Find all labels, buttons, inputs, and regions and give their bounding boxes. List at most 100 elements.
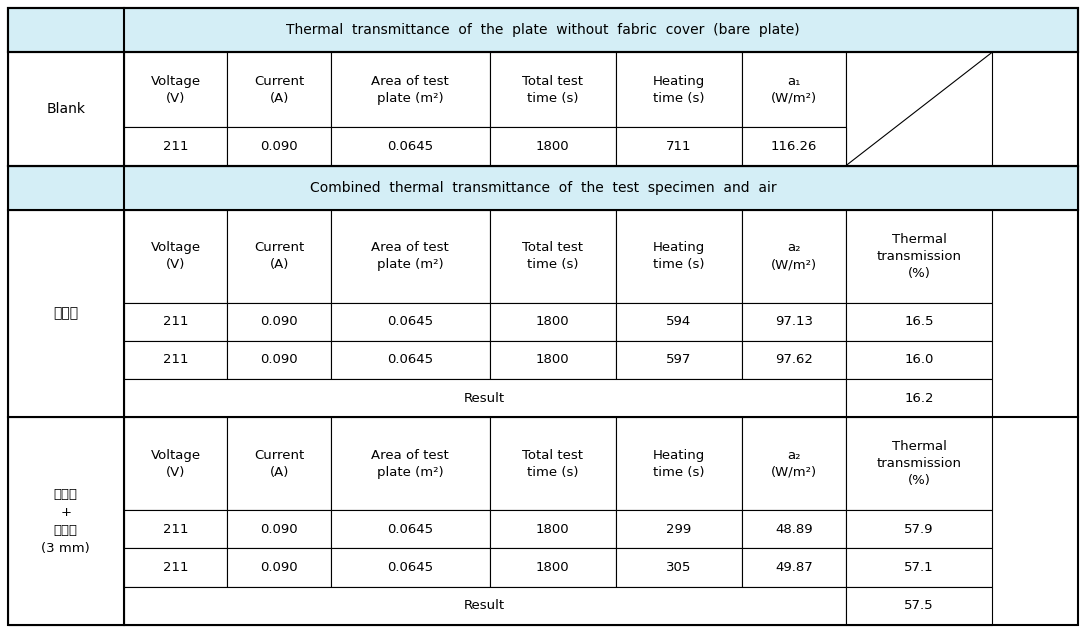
Text: 0.0645: 0.0645 [388, 561, 433, 574]
Text: 711: 711 [666, 140, 692, 153]
Text: 299: 299 [667, 523, 692, 536]
Text: 211: 211 [163, 561, 188, 574]
Text: 57.9: 57.9 [905, 523, 934, 536]
Bar [331, 52, 490, 127]
Text: 0.090: 0.090 [261, 561, 298, 574]
Bar [331, 417, 490, 510]
Bar [846, 303, 993, 341]
Text: 97.13: 97.13 [775, 315, 813, 329]
Text: 594: 594 [667, 315, 692, 329]
Bar [742, 210, 846, 303]
Text: 305: 305 [666, 561, 692, 574]
Bar [124, 548, 227, 587]
Text: Blank: Blank [47, 102, 86, 116]
Bar [124, 303, 227, 341]
Bar [742, 127, 846, 166]
Bar [846, 548, 993, 587]
Text: Voltage
(V): Voltage (V) [150, 75, 201, 105]
Bar [124, 510, 227, 548]
Bar [846, 417, 993, 510]
Text: Result: Result [464, 392, 505, 404]
Text: 57.1: 57.1 [905, 561, 934, 574]
Text: 211: 211 [163, 353, 188, 367]
Text: 바닥재: 바닥재 [53, 306, 78, 320]
Text: 1800: 1800 [535, 523, 569, 536]
Bar [227, 341, 331, 379]
Text: 바닥재
+
보온재
(3 mm): 바닥재 + 보온재 (3 mm) [41, 487, 90, 555]
Bar [742, 510, 846, 548]
Bar [124, 210, 227, 303]
Bar [124, 127, 227, 166]
Text: 0.0645: 0.0645 [388, 353, 433, 367]
Text: 57.5: 57.5 [905, 599, 934, 612]
Text: 211: 211 [163, 523, 188, 536]
Bar [846, 210, 993, 303]
Text: 48.89: 48.89 [775, 523, 812, 536]
Bar [124, 379, 846, 417]
Bar [742, 52, 846, 127]
Text: Total test
time (s): Total test time (s) [522, 241, 583, 271]
Text: Total test
time (s): Total test time (s) [522, 449, 583, 479]
Bar [742, 548, 846, 587]
Bar [616, 548, 742, 587]
Bar [227, 127, 331, 166]
Bar [331, 210, 490, 303]
Bar [846, 52, 993, 166]
Text: 16.2: 16.2 [905, 392, 934, 404]
Bar [846, 510, 993, 548]
Text: Area of test
plate (m²): Area of test plate (m²) [371, 449, 450, 479]
Text: 1800: 1800 [535, 353, 569, 367]
Bar [8, 210, 124, 417]
Bar [742, 341, 846, 379]
Bar [8, 8, 1078, 52]
Bar [846, 379, 993, 417]
Text: 0.090: 0.090 [261, 315, 298, 329]
Bar [742, 417, 846, 510]
Text: Heating
time (s): Heating time (s) [653, 449, 705, 479]
Text: 116.26: 116.26 [771, 140, 817, 153]
Text: Combined  thermal  transmittance  of  the  test  specimen  and  air: Combined thermal transmittance of the te… [310, 181, 776, 195]
Text: Result: Result [464, 599, 505, 612]
Text: Heating
time (s): Heating time (s) [653, 241, 705, 271]
Bar [331, 510, 490, 548]
Bar [8, 166, 1078, 210]
Bar [227, 210, 331, 303]
Bar [227, 548, 331, 587]
Text: Thermal
transmission
(%): Thermal transmission (%) [876, 441, 961, 487]
Bar [331, 127, 490, 166]
Text: 0.090: 0.090 [261, 523, 298, 536]
Text: 0.0645: 0.0645 [388, 523, 433, 536]
Text: 16.5: 16.5 [905, 315, 934, 329]
Text: a₂
(W/m²): a₂ (W/m²) [771, 449, 817, 479]
Text: 211: 211 [163, 140, 188, 153]
Bar [616, 52, 742, 127]
Bar [616, 210, 742, 303]
Bar [124, 341, 227, 379]
Bar [227, 303, 331, 341]
Text: Area of test
plate (m²): Area of test plate (m²) [371, 241, 450, 271]
Bar [227, 52, 331, 127]
Bar [227, 510, 331, 548]
Text: 1800: 1800 [535, 315, 569, 329]
Text: Heating
time (s): Heating time (s) [653, 75, 705, 105]
Bar [331, 303, 490, 341]
Bar [227, 417, 331, 510]
Text: 0.090: 0.090 [261, 353, 298, 367]
Bar [490, 127, 616, 166]
Bar [490, 52, 616, 127]
Text: 1800: 1800 [535, 140, 569, 153]
Bar [490, 341, 616, 379]
Bar [846, 341, 993, 379]
Bar [616, 127, 742, 166]
Bar [124, 52, 227, 127]
Text: 1800: 1800 [535, 561, 569, 574]
Bar [846, 587, 993, 625]
Bar [490, 417, 616, 510]
Text: Area of test
plate (m²): Area of test plate (m²) [371, 75, 450, 105]
Bar [490, 510, 616, 548]
Text: 0.090: 0.090 [261, 140, 298, 153]
Bar [616, 510, 742, 548]
Text: Current
(A): Current (A) [254, 241, 304, 271]
Text: 597: 597 [666, 353, 692, 367]
Bar [8, 417, 124, 625]
